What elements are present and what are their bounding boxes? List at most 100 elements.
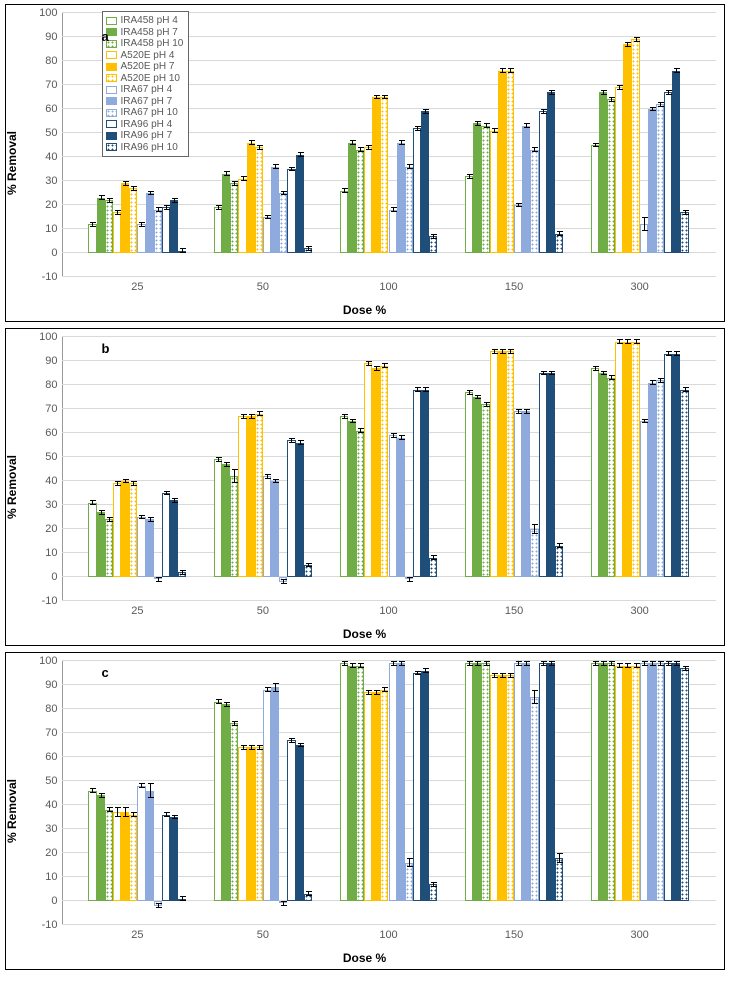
legend-swatch xyxy=(106,97,117,105)
error-bar xyxy=(425,668,426,673)
bar xyxy=(364,363,372,577)
error-bar xyxy=(425,387,426,392)
error-bar xyxy=(352,663,353,668)
bar xyxy=(591,145,599,253)
error-bar xyxy=(486,123,487,128)
bar xyxy=(490,351,498,577)
bar xyxy=(121,481,129,577)
error-bar xyxy=(469,661,470,666)
bar xyxy=(680,390,688,577)
error-bar xyxy=(595,143,596,148)
error-bar xyxy=(101,510,102,515)
bar xyxy=(247,747,255,901)
x-tick-label: 50 xyxy=(257,277,269,293)
error-bar xyxy=(92,788,93,793)
bar xyxy=(481,404,489,577)
y-tick-label: 100 xyxy=(39,655,61,667)
bar xyxy=(271,687,279,901)
bar xyxy=(255,414,263,577)
bar xyxy=(162,815,170,901)
y-tick-label: 90 xyxy=(45,679,61,691)
error-bar xyxy=(494,349,495,354)
bar xyxy=(530,150,538,253)
bar xyxy=(599,663,607,901)
bar xyxy=(348,143,356,253)
error-bar xyxy=(117,210,118,215)
bar xyxy=(522,411,530,577)
bar xyxy=(372,692,380,901)
panel-label: a xyxy=(102,29,109,44)
error-bar xyxy=(218,457,219,462)
error-bar xyxy=(502,349,503,354)
bar xyxy=(380,97,388,253)
bar xyxy=(296,443,304,577)
bar xyxy=(121,812,129,901)
x-tick-label: 150 xyxy=(505,601,523,617)
bar xyxy=(631,342,639,577)
error-bar xyxy=(652,380,653,385)
error-bar xyxy=(384,687,385,692)
bar xyxy=(389,210,397,253)
y-tick-label: 100 xyxy=(39,7,61,19)
y-tick-label: 40 xyxy=(45,151,61,163)
bar xyxy=(473,397,481,577)
error-bar xyxy=(384,95,385,100)
bar xyxy=(640,421,648,577)
bar xyxy=(397,143,405,253)
legend-swatch xyxy=(106,132,117,140)
error-bar xyxy=(425,109,426,114)
x-axis-title: Dose % xyxy=(343,303,386,317)
legend-label: IRA67 pH 7 xyxy=(121,96,173,108)
bar xyxy=(498,351,506,577)
plot-area: -1001020304050607080901002550100150300 xyxy=(62,661,716,925)
error-bar xyxy=(259,745,260,750)
legend-swatch xyxy=(106,143,117,151)
error-bar xyxy=(486,661,487,666)
x-tick-label: 100 xyxy=(379,925,397,941)
bar xyxy=(648,663,656,901)
bar xyxy=(530,697,538,901)
panel-c: % RemovalDose %-100102030405060708090100… xyxy=(5,652,725,970)
bar xyxy=(255,747,263,901)
error-bar xyxy=(166,205,167,210)
error-bar xyxy=(300,440,301,445)
x-tick-label: 50 xyxy=(257,601,269,617)
error-bar xyxy=(360,663,361,668)
error-bar xyxy=(433,234,434,239)
error-bar xyxy=(619,663,620,668)
error-bar xyxy=(619,339,620,344)
bar xyxy=(88,503,96,577)
bar xyxy=(623,44,631,253)
bar xyxy=(271,481,279,577)
error-bar xyxy=(125,479,126,484)
y-tick-label: 80 xyxy=(45,703,61,715)
bar xyxy=(146,519,154,577)
bar xyxy=(263,690,271,901)
error-bar xyxy=(644,217,645,231)
bar xyxy=(230,723,238,901)
legend-label: IRA67 pH 4 xyxy=(121,84,173,96)
error-bar xyxy=(376,366,377,371)
y-tick-label: 80 xyxy=(45,379,61,391)
error-bar xyxy=(101,195,102,200)
x-tick-label: 100 xyxy=(379,277,397,293)
legend-item: A520E pH 10 xyxy=(106,73,184,85)
bar xyxy=(664,354,672,577)
error-bar xyxy=(109,517,110,522)
bar xyxy=(287,740,295,901)
error-bar xyxy=(384,363,385,368)
error-bar xyxy=(551,371,552,376)
error-bar xyxy=(502,673,503,678)
bar xyxy=(506,675,514,901)
error-bar xyxy=(101,793,102,798)
bar xyxy=(498,71,506,253)
error-bar xyxy=(267,687,268,692)
error-bar xyxy=(595,366,596,371)
bar xyxy=(473,123,481,253)
error-bar xyxy=(291,738,292,743)
y-tick-label: 20 xyxy=(45,847,61,859)
bar xyxy=(555,546,563,577)
bar xyxy=(389,663,397,901)
y-tick-label: 70 xyxy=(45,79,61,91)
error-bar xyxy=(368,145,369,150)
